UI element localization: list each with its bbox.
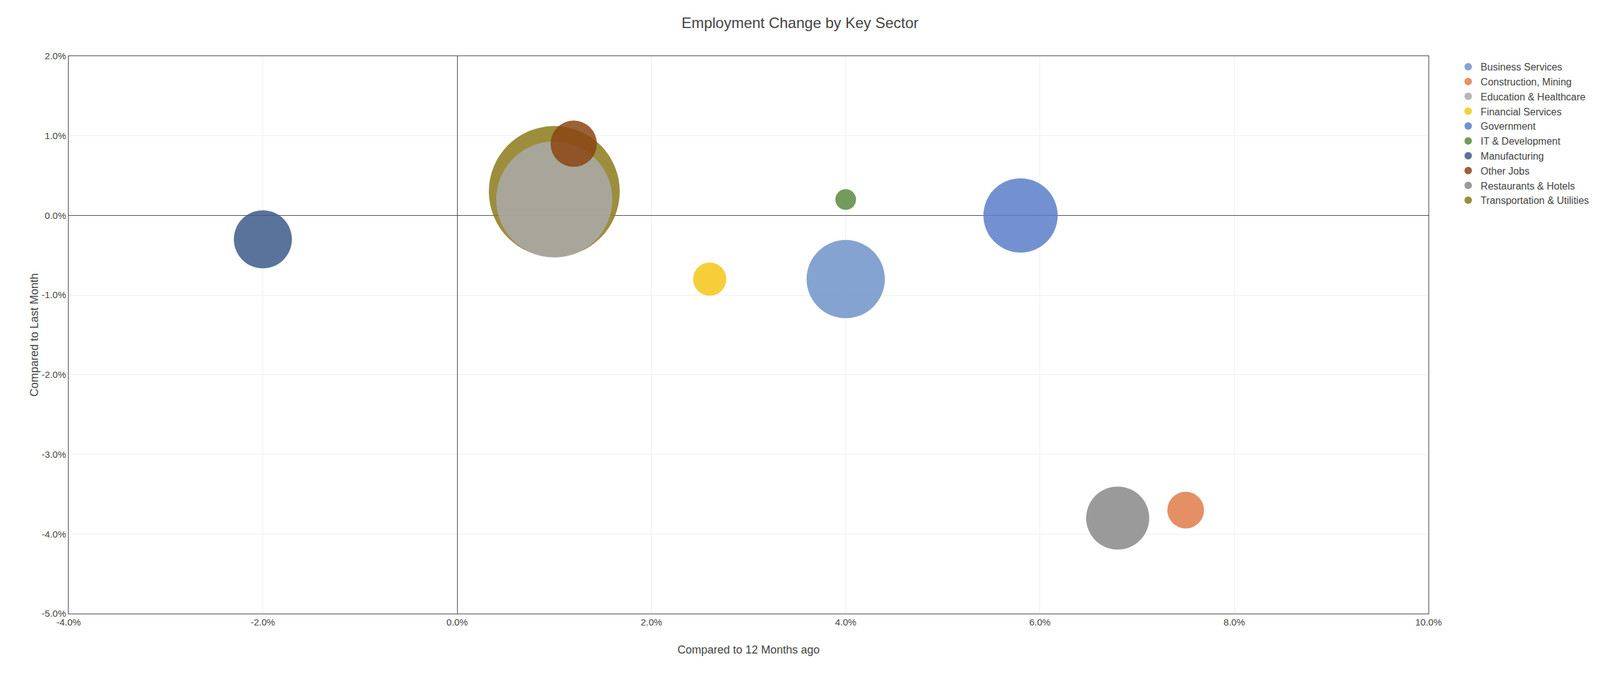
svg-text:IT & Development: IT & Development	[1480, 135, 1561, 147]
svg-text:Compared to Last Month: Compared to Last Month	[28, 273, 41, 397]
svg-text:Restaurants & Hotels: Restaurants & Hotels	[1480, 180, 1576, 192]
svg-text:Business Services: Business Services	[1480, 61, 1563, 73]
svg-text:-2.0%: -2.0%	[250, 616, 275, 628]
svg-text:8.0%: 8.0%	[1223, 616, 1245, 628]
svg-text:-5.0%: -5.0%	[41, 607, 67, 619]
svg-text:2.0%: 2.0%	[44, 50, 67, 62]
svg-text:0.0%: 0.0%	[44, 210, 67, 221]
svg-text:Government: Government	[1480, 120, 1537, 132]
svg-text:Other Jobs: Other Jobs	[1480, 165, 1530, 177]
svg-text:0.0%: 0.0%	[446, 616, 468, 628]
svg-text:Transportation & Utilities: Transportation & Utilities	[1480, 195, 1590, 206]
svg-text:-3.0%: -3.0%	[41, 448, 67, 460]
svg-text:1.0%: 1.0%	[44, 130, 67, 141]
svg-text:Financial Services: Financial Services	[1480, 106, 1562, 118]
svg-text:6.0%: 6.0%	[1029, 616, 1051, 628]
svg-text:Compared to 12 Months ago: Compared to 12 Months ago	[677, 643, 820, 656]
svg-text:-2.0%: -2.0%	[41, 369, 67, 380]
svg-text:Education & Healthcare: Education & Healthcare	[1480, 91, 1586, 103]
svg-text:Employment Change by Key Secto: Employment Change by Key Sector	[681, 14, 919, 32]
svg-text:2.0%: 2.0%	[640, 616, 663, 628]
svg-text:Manufacturing: Manufacturing	[1480, 150, 1544, 162]
svg-text:-4.0%: -4.0%	[56, 616, 81, 628]
svg-text:10.0%: 10.0%	[1415, 616, 1443, 628]
svg-text:Construction, Mining: Construction, Mining	[1480, 76, 1572, 88]
svg-text:-1.0%: -1.0%	[41, 289, 67, 300]
svg-text:-4.0%: -4.0%	[41, 528, 67, 540]
svg-text:4.0%: 4.0%	[834, 616, 857, 628]
